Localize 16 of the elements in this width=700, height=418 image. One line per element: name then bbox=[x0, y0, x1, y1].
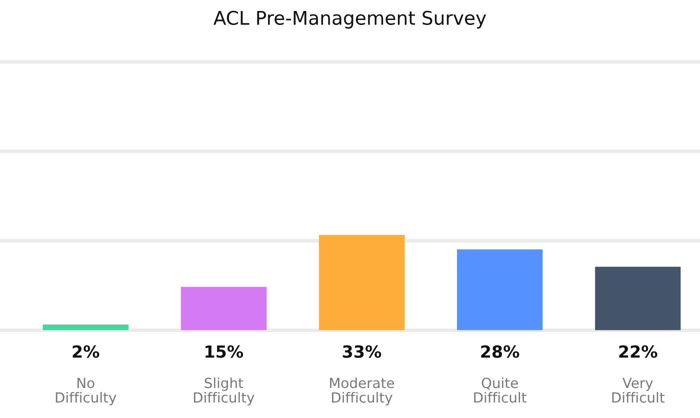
bar bbox=[457, 249, 543, 330]
bar bbox=[595, 266, 681, 330]
x-tick-label: No Difficulty bbox=[56, 378, 116, 406]
bar bbox=[318, 234, 405, 330]
data-label: 28% bbox=[481, 345, 520, 358]
bar bbox=[42, 324, 128, 330]
x-tick-label: Very Difficult bbox=[612, 378, 665, 403]
bar bbox=[180, 286, 266, 330]
data-label: 22% bbox=[619, 345, 658, 358]
x-tick-label: Moderate Difficulty bbox=[330, 377, 394, 406]
x-tick-label: Slight Difficulty bbox=[194, 377, 254, 406]
chart-title: ACL Pre-Management Survey bbox=[214, 10, 486, 29]
data-label: 15% bbox=[206, 345, 244, 358]
data-label: 33% bbox=[342, 345, 382, 358]
x-tick-label: Quite Difficult bbox=[474, 377, 526, 403]
data-label: 2% bbox=[72, 345, 100, 358]
